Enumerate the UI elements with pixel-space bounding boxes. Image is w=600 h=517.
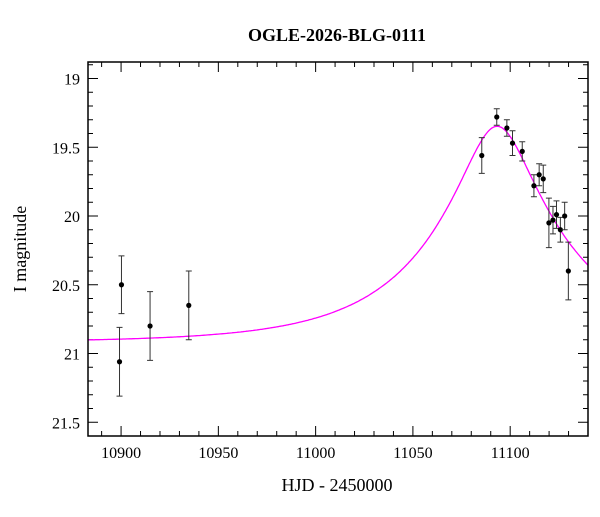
x-tick-label: 10950 [198,445,238,462]
plot-frame [87,61,589,437]
data-marker [553,212,560,218]
y-tick-label: 20 [64,209,80,226]
data-point [545,197,552,249]
data-marker [519,148,525,154]
data-marker [186,302,192,308]
data-point [565,241,572,301]
data-marker [118,282,125,288]
y-tick-label: 19 [64,72,80,89]
data-marker [536,172,542,178]
data-marker [562,213,568,219]
model-curve [88,125,589,341]
y-tick-label: 21.5 [52,415,80,432]
data-point [503,119,510,137]
data-marker [509,140,516,146]
data-point [185,270,192,341]
tick-labels: 10900 10950 11000 11050 11100 19 19.5 20 20.5 21 2… [52,72,530,463]
x-tick-label: 11050 [393,445,432,462]
data-point [561,201,568,231]
chart-title: OGLE-2026-BLG-0111 [248,25,426,45]
y-axis-label: I magnitude [10,206,30,292]
data-marker [540,176,546,182]
axis-ticks [88,62,589,437]
y-tick-label: 19.5 [52,140,80,157]
data-point [118,255,125,315]
data-point [493,108,500,126]
x-axis-label: HJD - 2450000 [282,475,393,495]
data-marker [494,114,500,120]
y-tick-label: 21 [64,347,80,364]
data-marker [546,220,552,226]
data-marker [147,323,153,329]
data-point [478,137,485,174]
data-marker [116,359,123,365]
x-tick-label: 11000 [296,445,335,462]
data-point [540,164,547,194]
data-marker [557,227,563,233]
data-point [549,205,556,235]
plot-area [88,108,589,397]
data-point [553,200,560,229]
x-tick-label: 10900 [101,445,141,462]
data-point [530,174,537,198]
data-point [147,291,154,361]
data-point [536,163,543,187]
data-point [116,326,123,397]
data-marker [550,217,556,223]
data-marker [479,152,485,159]
data-point [509,130,516,156]
data-marker [504,125,510,131]
x-tick-label: 11100 [491,445,530,462]
data-point [519,141,526,162]
data-marker [565,268,571,274]
data-marker [531,183,537,189]
y-tick-label: 20.5 [52,278,80,295]
data-point [557,216,564,243]
